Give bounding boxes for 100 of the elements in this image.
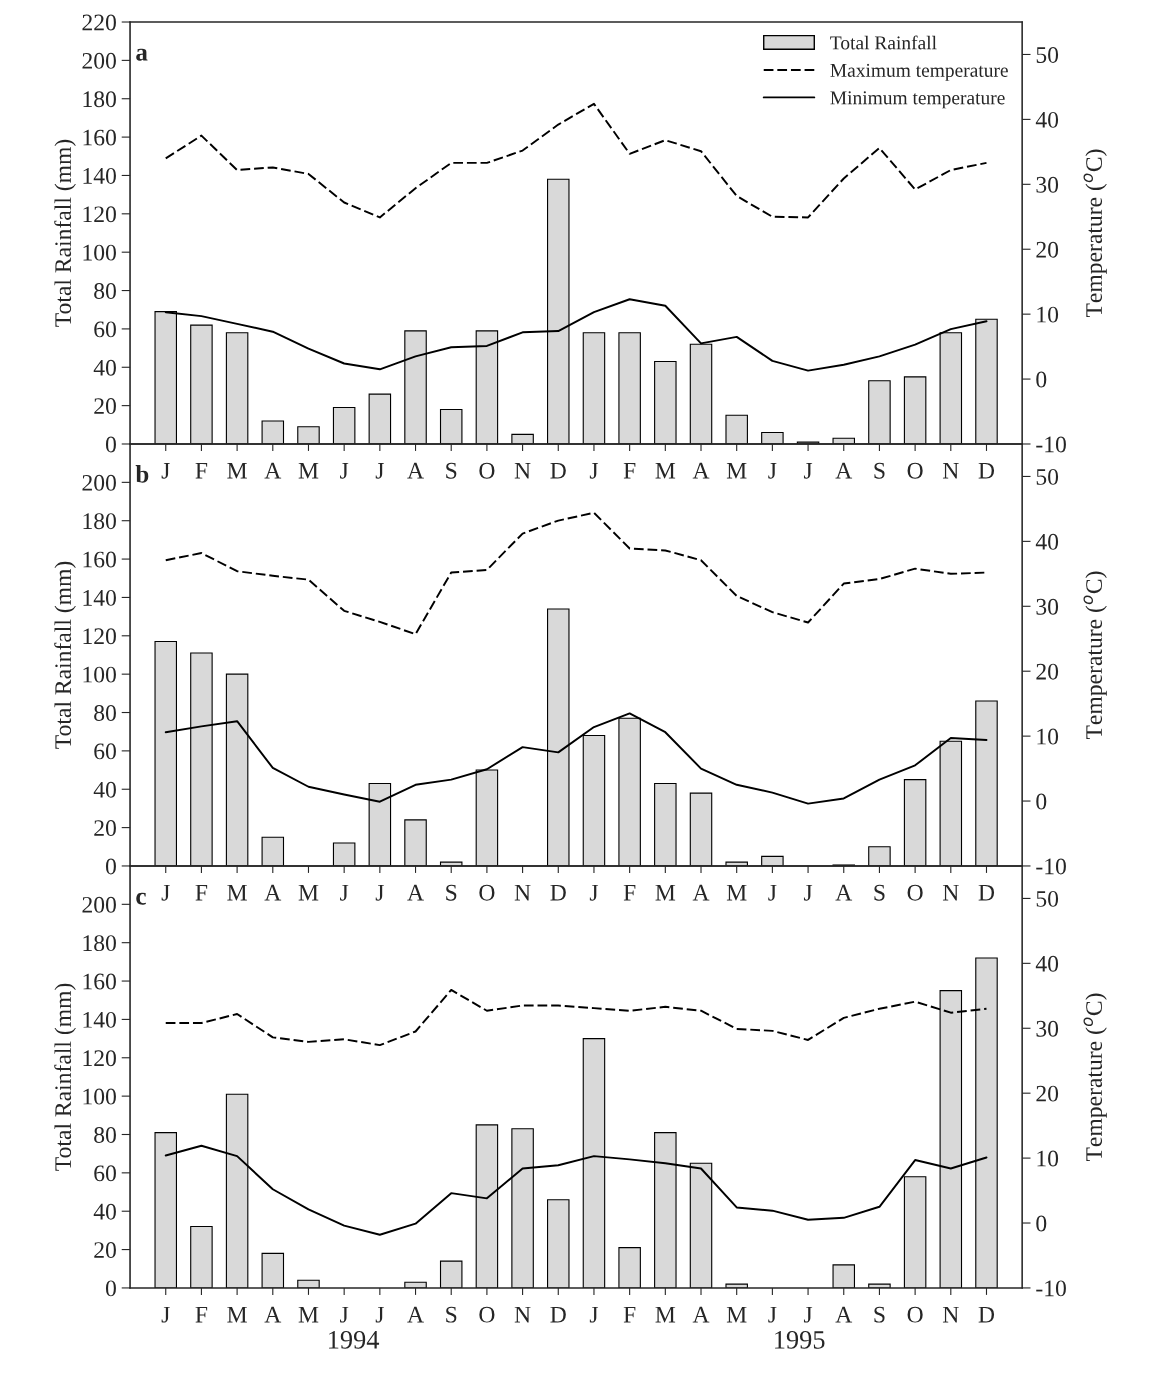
y-tick-label: 160 bbox=[83, 973, 116, 990]
y-tick-label: 180 bbox=[83, 935, 116, 952]
y2-tick-label: 10 bbox=[1037, 728, 1059, 745]
x-tick-label: A bbox=[692, 462, 710, 479]
y-tick-label: 180 bbox=[83, 91, 116, 108]
x-tick-label: O bbox=[907, 1306, 923, 1323]
text: 1994 bbox=[329, 1330, 380, 1349]
y-axis-title: Total Rainfall (mm) bbox=[54, 983, 76, 1171]
x-tick-label: S bbox=[874, 1306, 885, 1323]
y-tick-label: 100 bbox=[83, 666, 116, 683]
x-tick-label: N bbox=[942, 462, 959, 479]
x-tick-label: J bbox=[375, 462, 384, 479]
text: b bbox=[135, 465, 149, 483]
y-tick-label: 200 bbox=[82, 896, 116, 913]
x-tick-label: J bbox=[803, 1306, 813, 1323]
x-tick-label: J bbox=[768, 1306, 777, 1323]
x-tick-label: M bbox=[298, 1306, 319, 1323]
x-tick-label: M bbox=[655, 462, 676, 479]
y-tick-label: 140 bbox=[83, 589, 116, 606]
y2-tick-label: 10 bbox=[1037, 306, 1059, 323]
x-tick-label: M bbox=[655, 1306, 676, 1323]
x-tick-label: S bbox=[446, 462, 457, 479]
x-tick-label: D bbox=[550, 884, 566, 901]
y-tick-label: 40 bbox=[93, 359, 116, 376]
x-tick-label: J bbox=[768, 884, 777, 901]
x-tick-label: M bbox=[726, 884, 747, 901]
x-tick-label: M bbox=[726, 1306, 747, 1323]
x-tick-label: O bbox=[479, 1306, 495, 1323]
x-tick-label: J bbox=[375, 1306, 384, 1323]
y2-tick-label: 0 bbox=[1036, 1215, 1047, 1232]
x-tick-label: S bbox=[446, 1306, 457, 1323]
y-tick-label: 120 bbox=[83, 628, 116, 645]
x-tick-label: J bbox=[768, 462, 777, 479]
x-tick-label: M bbox=[227, 1306, 247, 1323]
x-tick-label: D bbox=[978, 462, 995, 479]
x-tick-label: D bbox=[550, 462, 566, 479]
x-tick-label: M bbox=[655, 884, 676, 901]
y2-tick-label: -10 bbox=[1036, 436, 1066, 453]
y2-tick-label: -10 bbox=[1036, 858, 1066, 875]
legend-label: Total Rainfall bbox=[830, 35, 937, 50]
x-tick-label: F bbox=[195, 884, 208, 901]
y-tick-label: 160 bbox=[83, 551, 116, 568]
x-tick-label: J bbox=[589, 462, 599, 479]
y2-tick-label: 50 bbox=[1036, 46, 1059, 63]
y2-tick-label: 50 bbox=[1036, 468, 1059, 485]
y2-tick-label: 20 bbox=[1036, 241, 1059, 258]
y-axis-title: Total Rainfall (mm) bbox=[54, 561, 76, 749]
x-tick-label: M bbox=[227, 462, 247, 479]
y2-tick-label: 0 bbox=[1036, 793, 1047, 810]
y-tick-label: 0 bbox=[105, 436, 116, 453]
y-tick-label: 60 bbox=[94, 1165, 116, 1182]
x-tick-label: O bbox=[479, 884, 495, 901]
y-tick-label: 60 bbox=[94, 321, 116, 338]
x-tick-label: A bbox=[835, 884, 853, 901]
legend-label: Maximum temperature bbox=[830, 63, 1008, 81]
x-tick-label: F bbox=[623, 462, 636, 479]
x-tick-label: F bbox=[623, 884, 636, 901]
y-tick-label: 200 bbox=[82, 52, 116, 69]
x-tick-label: O bbox=[479, 462, 495, 479]
y-tick-label: 100 bbox=[83, 244, 116, 261]
x-tick-label: S bbox=[446, 884, 457, 901]
y-tick-label: 160 bbox=[83, 129, 116, 146]
x-tick-label: J bbox=[340, 462, 349, 479]
y2-tick-label: -10 bbox=[1036, 1280, 1066, 1297]
y2-tick-label: 40 bbox=[1035, 111, 1059, 128]
x-tick-label: D bbox=[550, 1306, 566, 1323]
text: c bbox=[136, 892, 146, 905]
x-tick-label: J bbox=[340, 884, 349, 901]
x-tick-label: A bbox=[407, 1306, 424, 1323]
x-tick-label: M bbox=[298, 462, 319, 479]
x-tick-label: F bbox=[623, 1306, 636, 1323]
y-tick-label: 200 bbox=[82, 474, 116, 491]
y-tick-label: 140 bbox=[83, 167, 116, 184]
x-tick-label: F bbox=[195, 462, 208, 479]
x-tick-label: N bbox=[942, 1306, 959, 1323]
x-tick-label: A bbox=[835, 1306, 853, 1323]
text: a bbox=[136, 48, 148, 61]
x-tick-label: N bbox=[514, 1306, 531, 1323]
y-tick-label: 140 bbox=[83, 1011, 116, 1028]
x-tick-label: J bbox=[803, 884, 813, 901]
y2-tick-label: 30 bbox=[1036, 1020, 1059, 1037]
x-tick-label: J bbox=[161, 1306, 170, 1323]
x-tick-label: O bbox=[907, 462, 923, 479]
x-tick-label: A bbox=[692, 1306, 710, 1323]
y2-tick-label: 30 bbox=[1036, 598, 1059, 615]
y2-tick-label: 40 bbox=[1035, 533, 1059, 550]
y2-tick-label: 40 bbox=[1035, 955, 1059, 972]
x-tick-label: M bbox=[726, 462, 747, 479]
y2-tick-label: 10 bbox=[1037, 1150, 1059, 1167]
y-tick-label: 60 bbox=[94, 743, 116, 760]
legend-label: Minimum temperature bbox=[830, 91, 1005, 109]
y-tick-label: 0 bbox=[105, 1280, 116, 1297]
y-axis-title: Total Rainfall (mm) bbox=[54, 139, 76, 327]
x-tick-label: A bbox=[264, 1306, 282, 1323]
y2-axis-title: Temperature ($^{o}$C) bbox=[1083, 149, 1107, 318]
text: 1995 bbox=[775, 1330, 825, 1349]
x-tick-label: D bbox=[978, 884, 995, 901]
x-tick-label: D bbox=[978, 1306, 995, 1323]
x-tick-label: J bbox=[161, 462, 170, 479]
y-tick-label: 40 bbox=[93, 1203, 116, 1220]
